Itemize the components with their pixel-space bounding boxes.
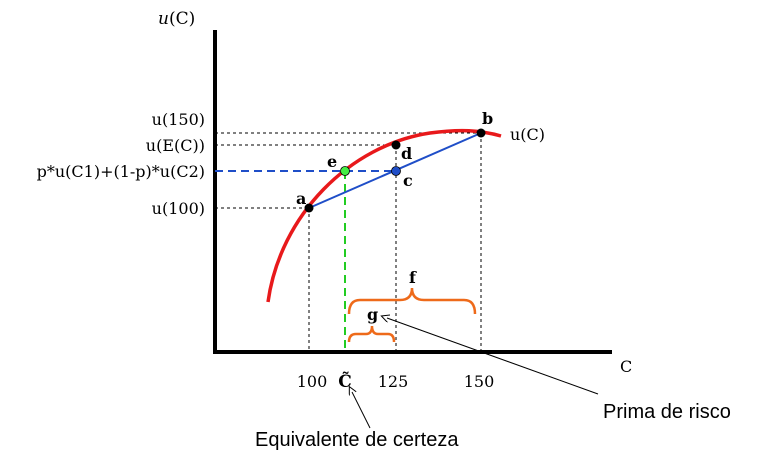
equivalente-de-certeza-label: Equivalente de certeza xyxy=(255,429,459,451)
equivalente-arrow xyxy=(352,392,371,429)
ytick-p-expr: p*u(C1)+(1-p)*u(C2) xyxy=(37,162,205,181)
label-e: e xyxy=(327,152,337,171)
xtick-100: 100 xyxy=(297,372,328,391)
point-e xyxy=(340,166,350,176)
brace-g-label: g xyxy=(367,305,378,324)
ytick-u100: u(100) xyxy=(152,199,205,218)
xtick-125: 125 xyxy=(378,372,409,391)
utility-curve xyxy=(266,128,502,303)
brace-f xyxy=(347,287,477,315)
brace-f-label: f xyxy=(409,268,417,287)
point-c xyxy=(391,166,401,176)
point-a xyxy=(304,203,314,213)
label-d: d xyxy=(401,144,412,163)
ytick-u150: u(150) xyxy=(152,110,205,129)
xtick-150: 150 xyxy=(464,372,495,391)
point-d xyxy=(391,140,401,150)
guide-lines xyxy=(215,132,482,352)
ytick-uEC: u(E(C)) xyxy=(146,136,205,155)
xtick-ctilde: C̃ xyxy=(338,372,352,392)
label-c: c xyxy=(403,171,413,190)
y-axis-label: u(C) xyxy=(158,9,195,29)
label-a: a xyxy=(296,189,306,208)
x-axis-label: C xyxy=(620,357,632,376)
point-b xyxy=(476,128,486,138)
prima-de-risco-label: Prima de risco xyxy=(603,401,731,423)
brace-g xyxy=(347,325,396,343)
prima-arrow xyxy=(387,318,599,395)
curve-label: u(C) xyxy=(510,125,545,144)
label-b: b xyxy=(482,109,493,128)
